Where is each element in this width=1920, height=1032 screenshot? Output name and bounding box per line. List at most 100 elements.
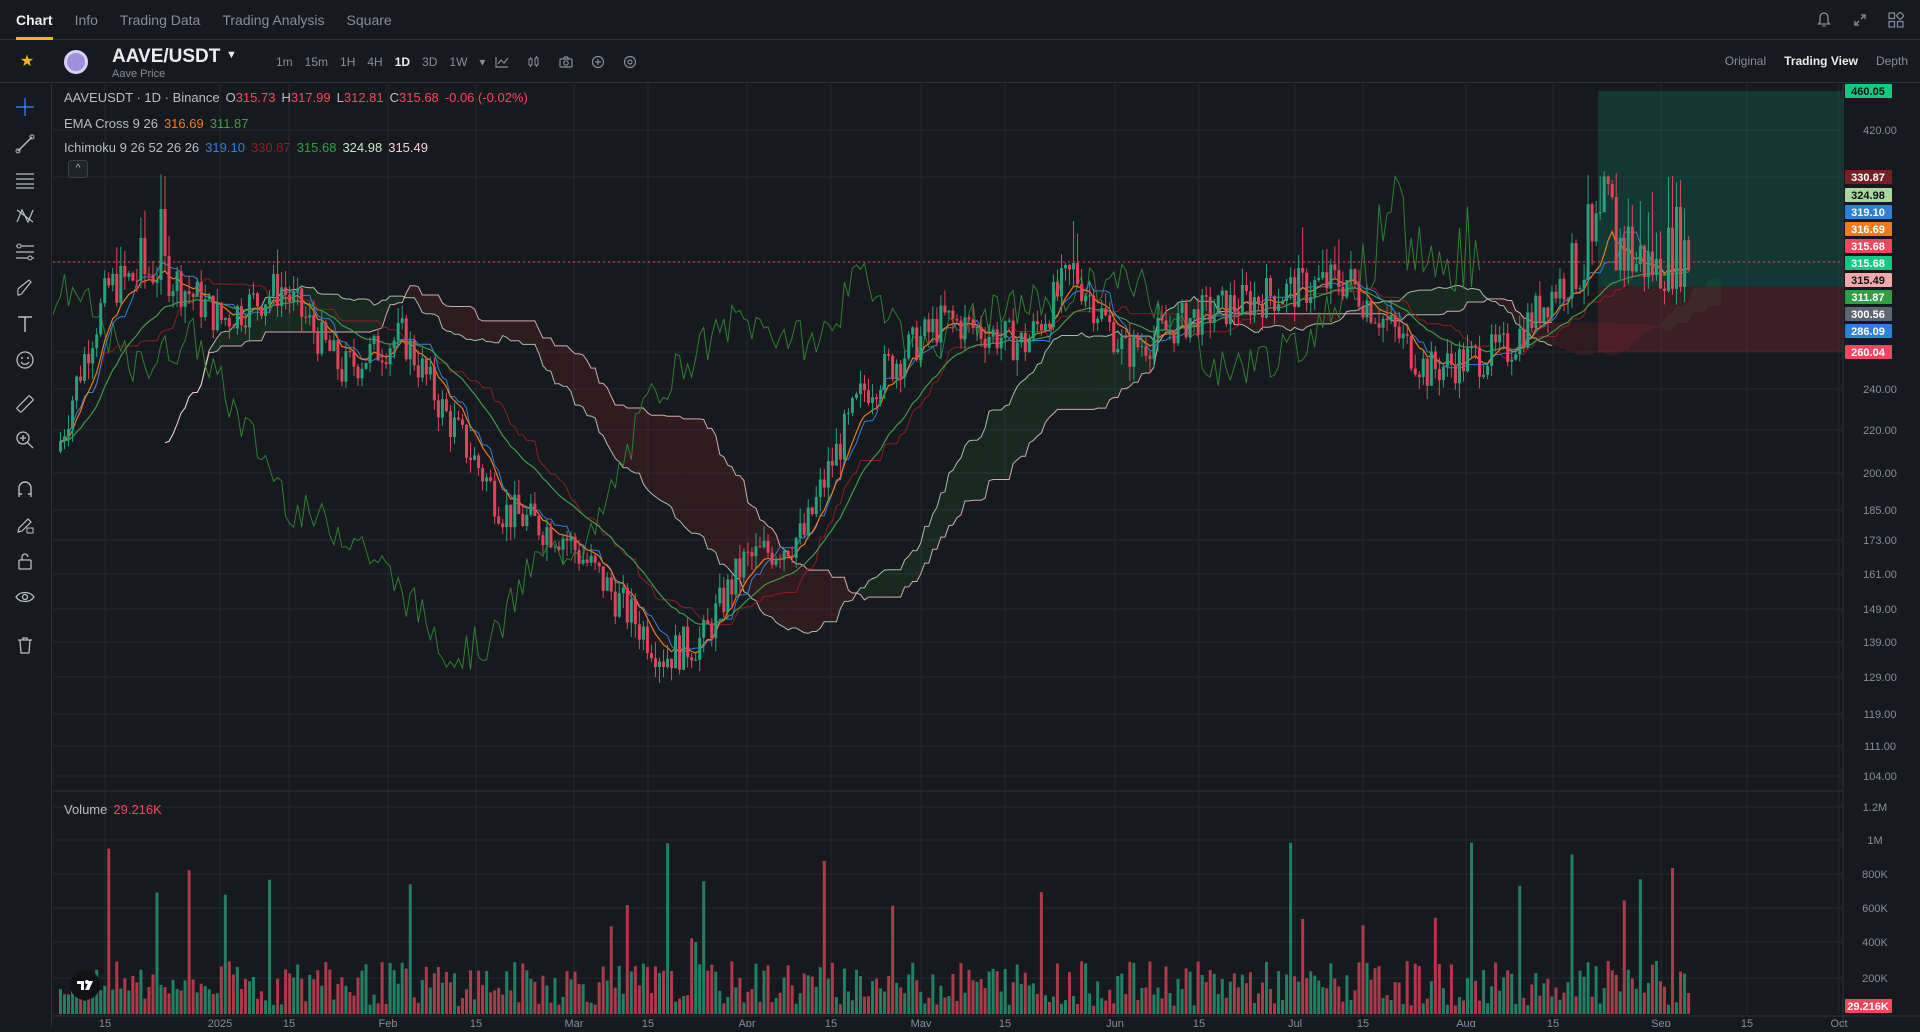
- candle-body: [529, 503, 533, 515]
- cloud-segment: [1069, 335, 1074, 410]
- candle-body: [553, 546, 557, 548]
- candle-body: [589, 555, 593, 563]
- candle-body: [268, 296, 272, 305]
- candle-body: [452, 417, 456, 437]
- expand-icon[interactable]: [1850, 10, 1870, 30]
- lock-pen-icon[interactable]: [12, 512, 38, 538]
- text-icon[interactable]: [12, 311, 38, 337]
- candle-body: [1341, 286, 1345, 297]
- candle-body: [493, 480, 497, 517]
- candle-body: [1554, 291, 1558, 299]
- price-chart[interactable]: 420.00 240.00 220.00 200.00 185.00 173.00 161.…: [0, 84, 1920, 1030]
- volume-bar: [1401, 1004, 1405, 1014]
- volume-bar: [1305, 978, 1309, 1014]
- cloud-segment: [458, 306, 463, 337]
- view-trading-view[interactable]: Trading View: [1784, 54, 1858, 68]
- cloud-segment: [494, 320, 499, 343]
- tab-trading-analysis[interactable]: Trading Analysis: [222, 11, 325, 28]
- magnet-icon[interactable]: [12, 476, 38, 502]
- trash-icon[interactable]: [12, 632, 38, 658]
- volume-bar: [1204, 981, 1208, 1014]
- lock-icon[interactable]: [12, 548, 38, 574]
- favorite-star-icon[interactable]: ★: [19, 53, 35, 70]
- view-original[interactable]: Original: [1724, 54, 1767, 68]
- volume-bar: [1538, 995, 1542, 1014]
- cloud-segment: [651, 415, 656, 497]
- interval-3d[interactable]: 3D: [422, 55, 438, 69]
- volume-bar: [432, 973, 436, 1014]
- settings-gear-icon[interactable]: [620, 52, 640, 72]
- pair-symbol[interactable]: AAVE/USDT: [112, 46, 221, 67]
- volume-bar: [678, 998, 682, 1014]
- crosshair-icon[interactable]: [12, 94, 38, 120]
- volume-bar: [473, 999, 477, 1014]
- add-alert-icon[interactable]: [588, 52, 608, 72]
- pair-subtitle[interactable]: Aave Price: [112, 68, 166, 80]
- tradingview-logo[interactable]: [70, 970, 100, 1000]
- cloud-segment: [1443, 288, 1448, 315]
- candle-body: [1634, 264, 1638, 272]
- cloud-segment: [357, 298, 362, 332]
- tab-chart[interactable]: Chart: [16, 0, 53, 40]
- emoji-icon[interactable]: [12, 347, 38, 373]
- volume-bar: [1168, 993, 1172, 1014]
- volume-bar: [674, 1001, 678, 1014]
- cloud-segment: [1306, 313, 1311, 327]
- legend-ema[interactable]: EMA Cross 9 26 316.69 311.87: [64, 116, 255, 131]
- cloud-segment: [1017, 381, 1022, 460]
- cloud-segment: [1439, 287, 1444, 315]
- zoom-icon[interactable]: [12, 427, 38, 453]
- pattern-icon[interactable]: [12, 203, 38, 229]
- indicators-icon[interactable]: [492, 52, 512, 72]
- horizontal-lines-icon[interactable]: [12, 167, 38, 193]
- volume-bar: [239, 989, 243, 1014]
- candle-body: [710, 623, 714, 639]
- interval-1w[interactable]: 1W: [449, 55, 468, 69]
- volume-bar: [899, 987, 903, 1014]
- badge-7: 311.87: [1851, 292, 1884, 304]
- volume-bar: [1365, 962, 1369, 1014]
- volume-bar: [1317, 980, 1321, 1014]
- cloud-segment: [1636, 323, 1641, 343]
- candle-body: [1031, 321, 1035, 339]
- interval-1d[interactable]: 1D: [394, 55, 411, 69]
- candle-body: [1466, 348, 1469, 372]
- brush-icon[interactable]: [12, 275, 38, 301]
- interval-1m[interactable]: 1m: [276, 55, 293, 69]
- candle-body: [983, 338, 987, 348]
- candle-body: [127, 273, 131, 277]
- ruler-icon[interactable]: [12, 391, 38, 417]
- interval-4h[interactable]: 4H: [367, 55, 383, 69]
- pair-dropdown-icon[interactable]: ▼: [226, 49, 237, 61]
- cloud-segment: [1507, 300, 1512, 314]
- cloud-segment: [1077, 332, 1082, 410]
- volume-bar: [444, 971, 448, 1014]
- tab-trading-data[interactable]: Trading Data: [119, 11, 201, 28]
- tab-info[interactable]: Info: [74, 11, 98, 28]
- interval-more-chevron-icon[interactable]: ▾: [479, 55, 486, 69]
- chart-canvas[interactable]: 420.00 240.00 220.00 200.00 185.00 173.00 161.…: [0, 84, 1920, 1030]
- cloud-segment: [1258, 313, 1263, 333]
- price-axis-label: 173.00: [1863, 535, 1897, 547]
- camera-icon[interactable]: [556, 52, 576, 72]
- volume-bar: [1011, 981, 1015, 1014]
- cloud-segment: [623, 405, 628, 468]
- volume-bar: [428, 987, 432, 1014]
- cloud-segment: [1652, 325, 1657, 329]
- eye-icon[interactable]: [12, 584, 38, 610]
- tab-square[interactable]: Square: [346, 11, 392, 28]
- view-depth[interactable]: Depth: [1875, 54, 1908, 68]
- cloud-segment: [1286, 313, 1291, 331]
- legend-ichimoku[interactable]: Ichimoku 9 26 52 26 26 319.10 330.87 315.68…: [64, 140, 434, 155]
- candle-body: [1586, 204, 1590, 280]
- interval-1h[interactable]: 1H: [340, 55, 356, 69]
- interval-15m[interactable]: 15m: [304, 55, 329, 69]
- time-axis-label: Mar: [565, 1018, 584, 1027]
- trendline-icon[interactable]: [12, 131, 38, 157]
- bell-icon[interactable]: [1814, 10, 1834, 30]
- candle-body: [1658, 258, 1662, 289]
- legend-collapse-chevron-icon[interactable]: ^: [68, 160, 88, 178]
- layout-icon[interactable]: [1886, 10, 1906, 30]
- fib-icon[interactable]: [12, 239, 38, 265]
- chart-type-icon[interactable]: [524, 52, 544, 72]
